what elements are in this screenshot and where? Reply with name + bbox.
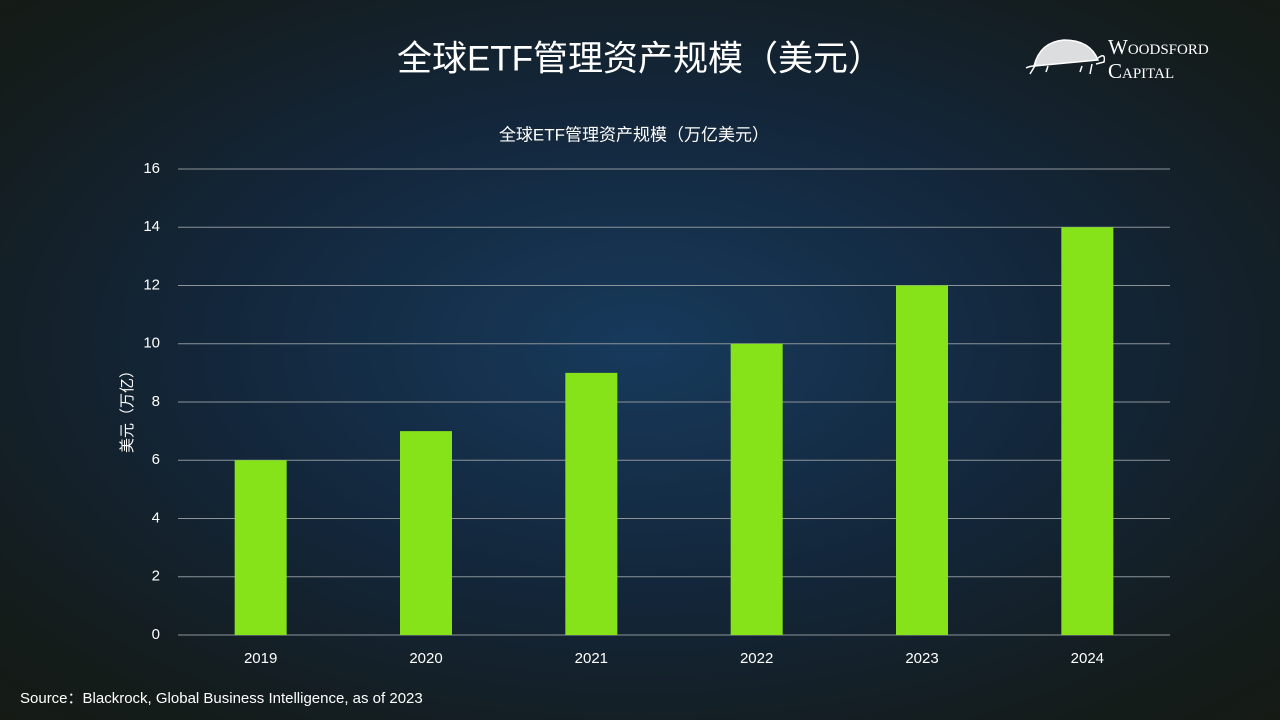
y-tick-label: 16 <box>143 160 160 177</box>
bar <box>1061 227 1114 635</box>
y-tick-label: 2 <box>152 568 160 585</box>
x-tick-label: 2020 <box>409 650 442 667</box>
y-tick-label: 14 <box>143 218 160 235</box>
y-tick-label: 10 <box>143 335 160 352</box>
x-tick-label: 2024 <box>1071 650 1104 667</box>
x-tick-label: 2022 <box>740 650 773 667</box>
y-tick-label: 4 <box>152 509 160 526</box>
source-note: Source：Blackrock, Global Business Intell… <box>20 690 423 707</box>
bar <box>565 372 618 635</box>
y-tick-label: 8 <box>152 393 160 410</box>
bar <box>730 343 783 635</box>
bar <box>234 460 287 635</box>
y-tick-label: 0 <box>152 626 160 643</box>
x-tick-label: 2019 <box>244 650 277 667</box>
y-tick-label: 12 <box>143 276 160 293</box>
logo-text: Woodsford <box>1108 35 1209 59</box>
bar <box>896 285 948 635</box>
logo-text: Capital <box>1108 59 1174 83</box>
logo-icon <box>1025 39 1106 75</box>
x-tick-label: 2021 <box>575 650 608 667</box>
bar <box>400 431 452 635</box>
y-tick-label: 6 <box>152 451 160 468</box>
y-axis-label: 美元（万亿） <box>119 363 136 453</box>
slide-title: 全球ETF管理资产规模（美元） <box>397 39 883 78</box>
x-tick-label: 2023 <box>905 650 938 667</box>
chart-title: 全球ETF管理资产规模（万亿美元） <box>499 125 769 144</box>
